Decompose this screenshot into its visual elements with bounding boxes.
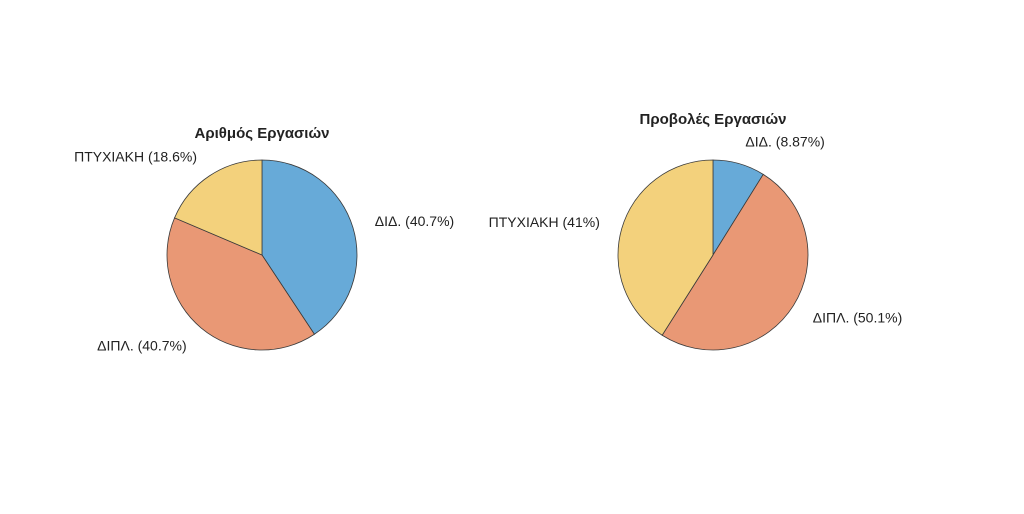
- pie-slice: [174, 159, 263, 256]
- chart-title: Προβολές Εργασιών: [640, 111, 787, 128]
- pie-slice: [166, 217, 315, 351]
- pie-slice-label: ΔΙΔ. (8.87%): [745, 134, 824, 150]
- pie-slice-label: ΠΤΥΧΙΑΚΗ (18.6%): [74, 149, 197, 165]
- pie-labels: ΔΙΔ. (40.7%) ΔΙΠΛ. (40.7%) ΠΤΥΧΙΑΚΗ (18.6%…: [74, 149, 454, 354]
- pie-labels: ΔΙΔ. (8.87%) ΔΙΠΛ. (50.1%) ΠΤΥΧΙΑΚΗ (41%): [489, 134, 903, 326]
- pie-chart-task-views: Προβολές Εργασιών ΔΙΔ. (8.87%) ΔΙΠΛ. (50.…: [489, 111, 903, 351]
- pie-slice: [661, 173, 809, 351]
- pie-slices: [617, 159, 809, 351]
- chart-title: Αριθμός Εργασιών: [195, 125, 330, 142]
- pie-slice-label: ΠΤΥΧΙΑΚΗ (41%): [489, 214, 600, 230]
- pie-slice-label: ΔΙΠΛ. (40.7%): [97, 338, 187, 354]
- pie-chart-tasks-count: Αριθμός Εργασιών ΔΙΔ. (40.7%) ΔΙΠΛ. (40.7…: [74, 125, 454, 354]
- pie-slices: [166, 159, 358, 351]
- pie-slice-label: ΔΙΔ. (40.7%): [375, 213, 454, 229]
- pie-slice-label: ΔΙΠΛ. (50.1%): [813, 310, 903, 326]
- pie-slice: [617, 159, 714, 336]
